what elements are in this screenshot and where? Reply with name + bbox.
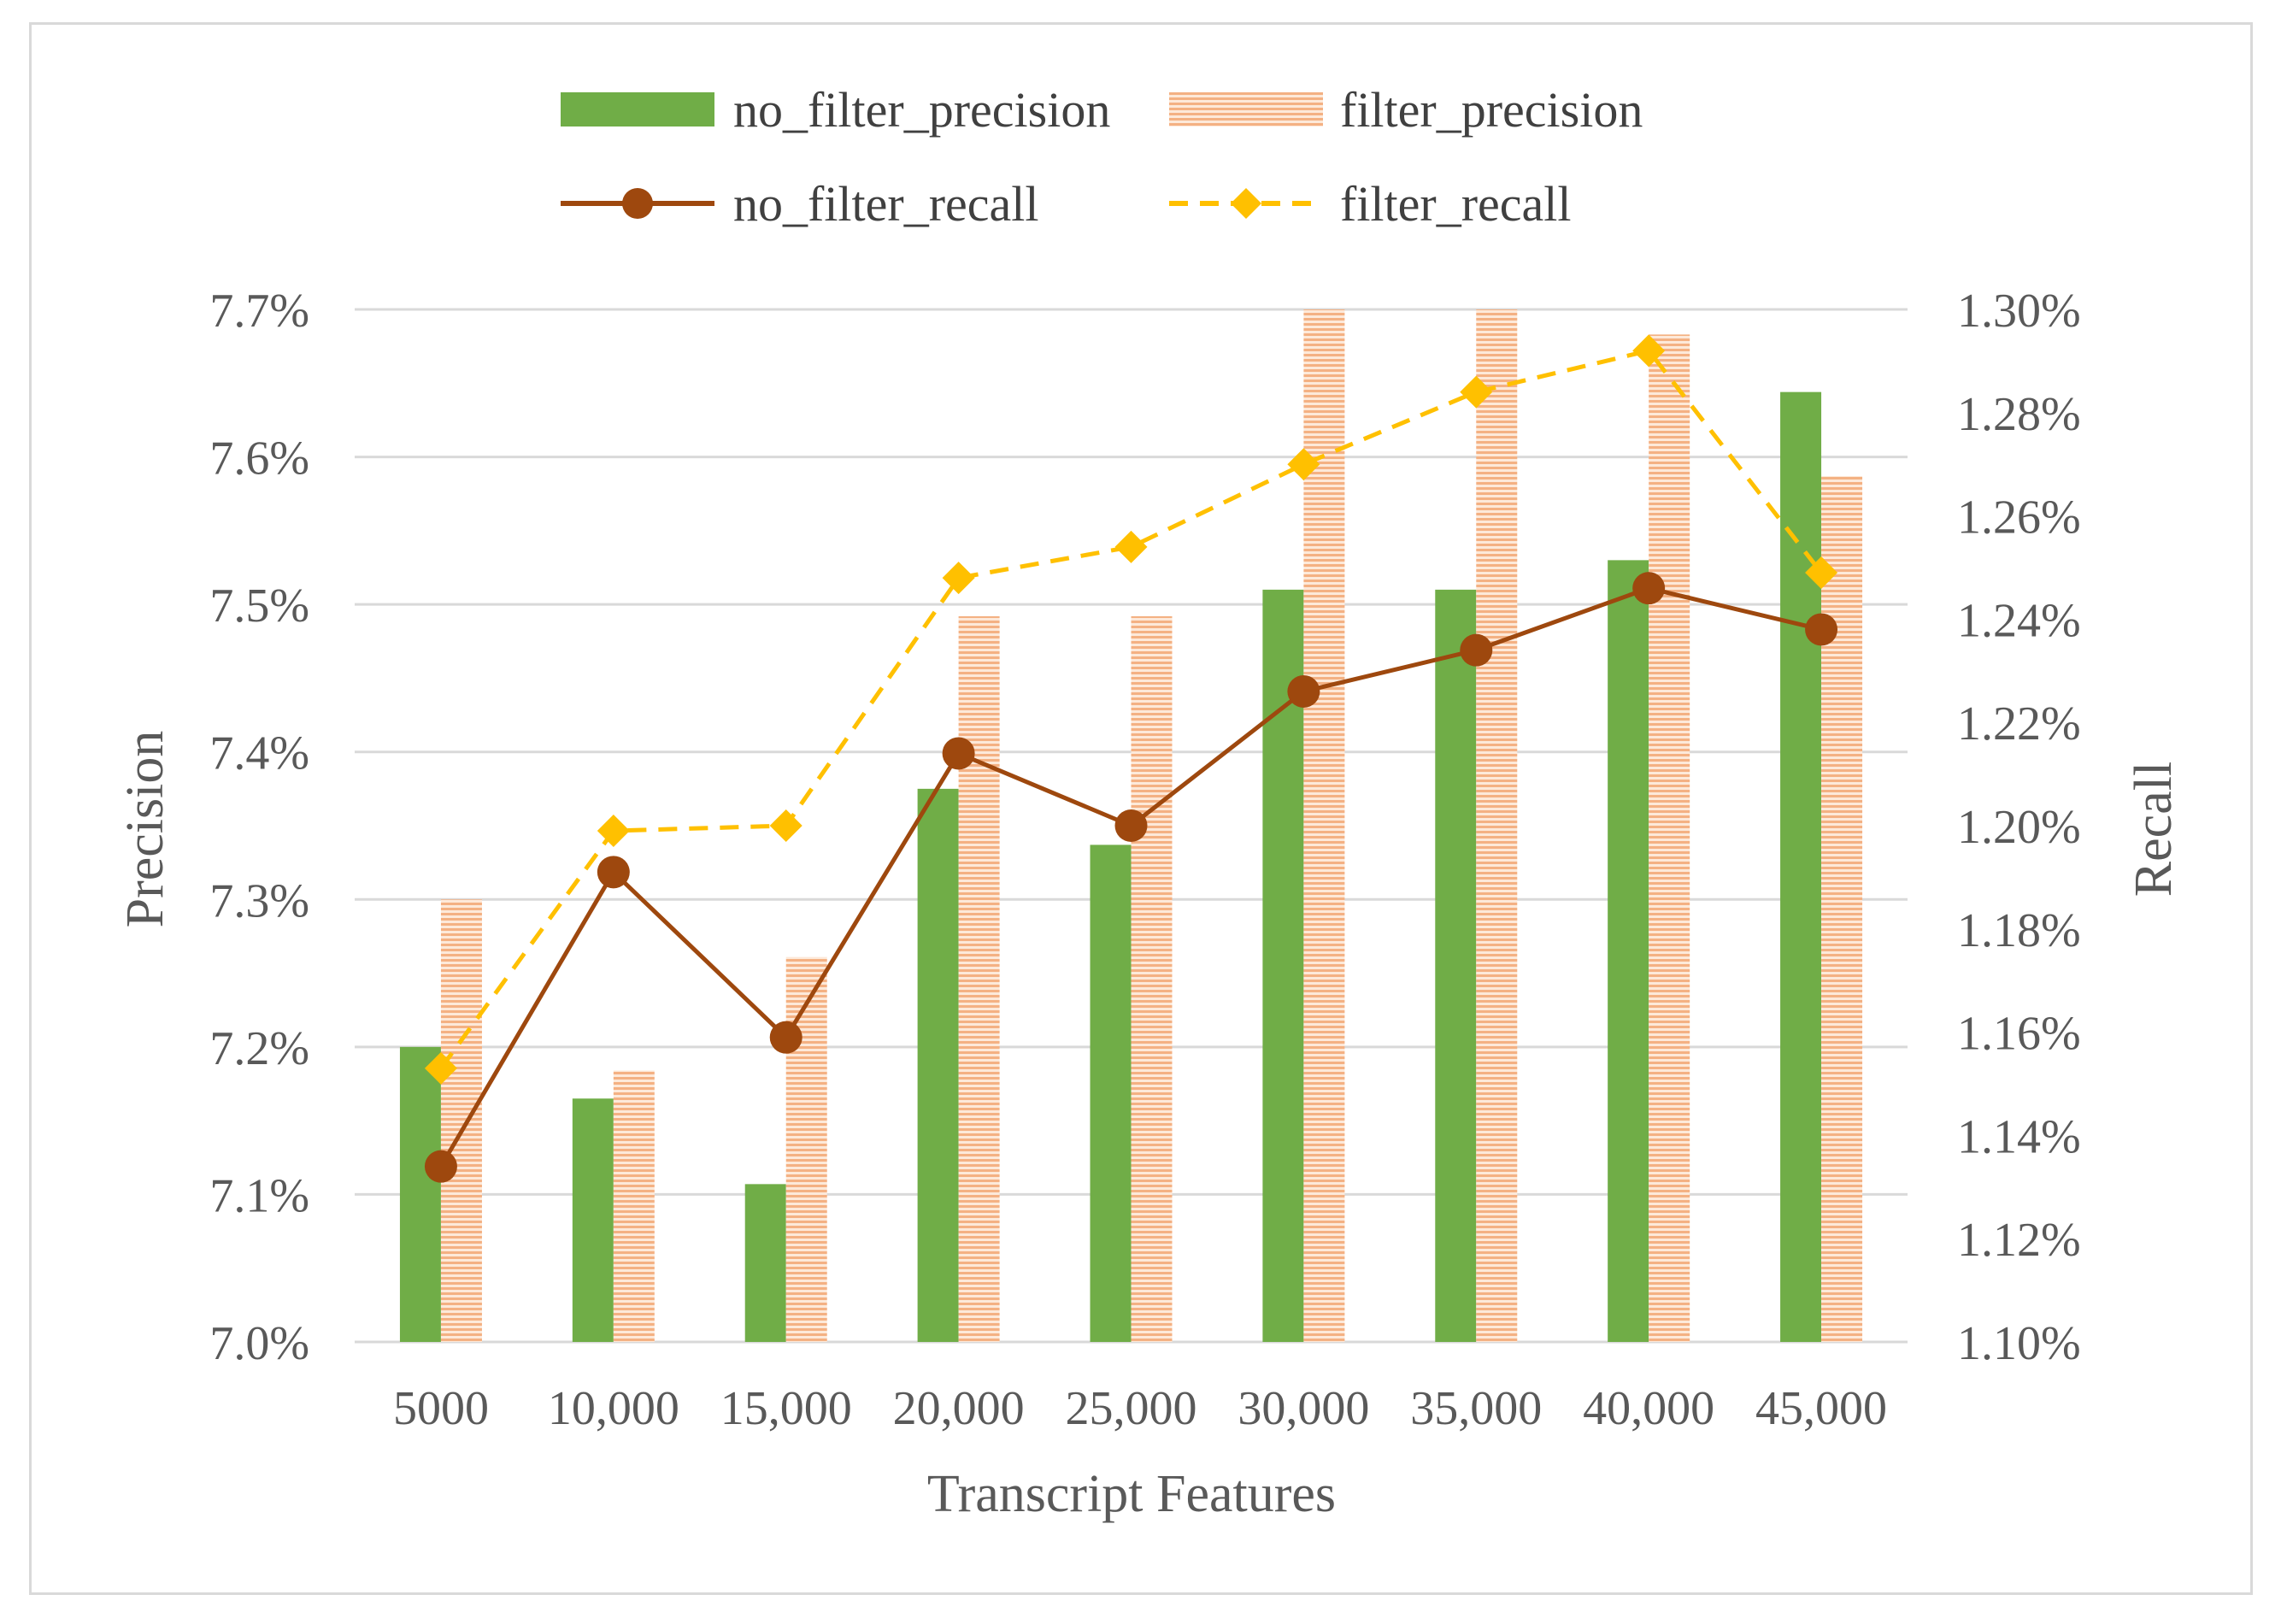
x-tick-label: 40,000 [1583,1382,1714,1435]
x-tick-label: 25,000 [1066,1382,1197,1435]
bar-filter-precision [1821,476,1863,1342]
marker-no-filter-recall [942,737,975,770]
legend-label-filter-precision: filter_precision [1340,82,1643,138]
marker-filter-recall [1114,530,1148,563]
y-axis-ticks: 7.0% 7.1% 7.2% 7.3% 7.4% 7.5% 7.6% 7.7% [209,285,309,1370]
marker-filter-recall [1632,334,1666,368]
marker-no-filter-recall [769,1021,803,1054]
x-axis-title: Transcript Features [927,1465,1336,1523]
y-tick-label: 7.4% [209,727,309,780]
y2-tick-label: 1.14% [1957,1110,2081,1163]
y2-tick-label: 1.10% [1957,1317,2081,1370]
bar-no-filter-precision [1090,844,1132,1342]
marker-filter-recall [1805,556,1838,590]
marker-filter-recall [424,1051,457,1085]
bars [399,309,1863,1342]
marker-no-filter-recall [1632,572,1666,605]
y2-tick-label: 1.20% [1957,801,2081,854]
bar-no-filter-precision [1262,589,1304,1342]
bar-filter-precision [958,615,1000,1342]
x-tick-label: 20,000 [893,1382,1025,1435]
lines [424,334,1838,1183]
x-tick-label: 30,000 [1238,1382,1369,1435]
y2-tick-label: 1.12% [1957,1214,2081,1267]
marker-filter-recall [1287,448,1320,481]
bar-filter-precision [1131,615,1173,1342]
bar-filter-precision [613,1070,655,1342]
line-filter-recall [438,348,1824,1070]
y2-tick-label: 1.30% [1957,285,2081,338]
bar-filter-precision [440,899,482,1342]
legend-label-filter-recall: filter_recall [1340,176,1572,232]
marker-no-filter-recall [597,856,630,889]
y-tick-label: 7.7% [209,285,309,338]
y-tick-label: 7.3% [209,874,309,927]
marker-filter-recall [597,815,630,848]
x-tick-label: 15,000 [720,1382,852,1435]
bar-no-filter-precision [1780,391,1822,1342]
marker-no-filter-recall [1460,633,1493,667]
x-tick-label: 35,000 [1410,1382,1542,1435]
legend-swatch-filter-precision [1169,92,1323,127]
x-axis-ticks: 5000 10,000 15,000 20,000 25,000 30,000 35,000… [393,1382,1887,1435]
y-tick-label: 7.5% [209,580,309,633]
y2-tick-label: 1.22% [1957,697,2081,750]
bar-no-filter-precision [744,1184,786,1342]
bar-no-filter-precision [917,788,959,1342]
x-tick-label: 5000 [393,1382,489,1435]
y-tick-label: 7.6% [209,432,309,485]
marker-filter-recall [769,809,803,842]
y-tick-label: 7.0% [209,1317,309,1370]
x-tick-label: 45,000 [1755,1382,1887,1435]
y2-axis-ticks: 1.10% 1.12% 1.14% 1.16% 1.18% 1.20% 1.22% 1.24%… [1957,285,2081,1370]
bar-filter-precision [1649,334,1690,1342]
bar-filter-precision [1303,309,1345,1342]
y2-tick-label: 1.24% [1957,594,2081,647]
bar-filter-precision [785,956,827,1342]
bar-no-filter-precision [399,1046,441,1342]
y2-tick-label: 1.18% [1957,904,2081,957]
legend-label-no-filter-precision: no_filter_precision [733,82,1110,138]
y2-tick-label: 1.26% [1957,491,2081,544]
legend-swatch-no-filter-precision [561,92,714,127]
y2-tick-label: 1.28% [1957,388,2081,441]
marker-no-filter-recall [1805,613,1838,646]
marker-no-filter-recall [1287,674,1320,708]
legend: no_filter_precision filter_precision no_… [561,82,1643,232]
legend-label-no-filter-recall: no_filter_recall [733,176,1039,232]
marker-no-filter-recall [1114,809,1148,842]
y2-axis-title: Recall [2125,762,2183,897]
y2-tick-label: 1.16% [1957,1008,2081,1061]
marker-filter-recall [1460,375,1493,409]
bar-no-filter-precision [572,1098,614,1342]
bar-no-filter-precision [1435,589,1477,1342]
y-tick-label: 7.1% [209,1169,309,1222]
y-axis-title: Precision [116,731,174,928]
bar-no-filter-precision [1608,560,1649,1342]
x-tick-label: 10,000 [548,1382,679,1435]
y-tick-label: 7.2% [209,1022,309,1075]
legend-marker-no-filter-recall [622,188,653,219]
bar-filter-precision [1476,309,1518,1342]
marker-no-filter-recall [424,1150,457,1183]
legend-marker-filter-recall [1231,188,1261,219]
marker-filter-recall [942,562,975,595]
